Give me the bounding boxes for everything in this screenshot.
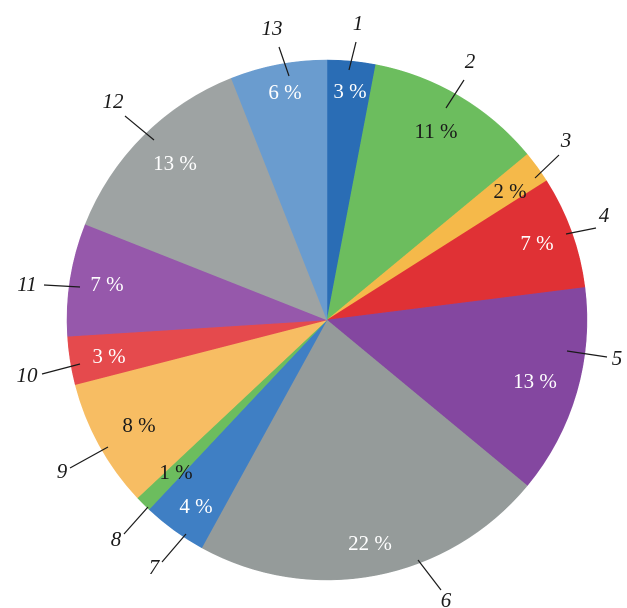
category-label-9: 9 xyxy=(57,459,68,483)
category-label-10: 10 xyxy=(17,363,39,387)
leader-line-1 xyxy=(348,41,357,71)
slice-value-label-7: 4 % xyxy=(179,494,212,518)
leader-line-10 xyxy=(41,363,81,375)
category-label-11: 11 xyxy=(17,272,36,296)
leader-line-4 xyxy=(565,227,597,235)
leader-line-8 xyxy=(123,506,149,535)
category-label-12: 12 xyxy=(103,89,125,113)
category-label-7: 7 xyxy=(149,555,161,579)
pie-slice-4 xyxy=(326,180,586,321)
leader-line-5 xyxy=(566,350,608,358)
leader-line-13 xyxy=(278,46,290,77)
pie-slice-13 xyxy=(230,59,328,321)
pie-slice-6 xyxy=(201,319,528,581)
leader-line-2 xyxy=(445,79,465,109)
pie-slice-9 xyxy=(74,319,328,499)
slice-value-label-9: 8 % xyxy=(122,413,155,437)
category-label-2: 2 xyxy=(465,49,476,73)
slice-value-label-4: 7 % xyxy=(520,231,553,255)
leader-line-9 xyxy=(69,446,109,469)
slice-value-label-8: 1 % xyxy=(159,460,192,484)
category-label-4: 4 xyxy=(599,203,610,227)
category-label-13: 13 xyxy=(262,16,283,40)
slice-value-label-1: 3 % xyxy=(333,79,366,103)
pie-slice-12 xyxy=(84,77,328,321)
leader-line-6 xyxy=(417,559,442,591)
slice-value-label-12: 13 % xyxy=(153,151,197,175)
leader-line-11 xyxy=(43,284,81,288)
category-label-5: 5 xyxy=(612,346,623,370)
pie-slice-11 xyxy=(66,223,328,337)
category-label-8: 8 xyxy=(111,527,122,551)
category-label-1: 1 xyxy=(353,11,364,35)
slice-value-label-3: 2 % xyxy=(493,179,526,203)
pie-slice-5 xyxy=(326,287,588,487)
leader-line-3 xyxy=(534,154,560,179)
slice-value-label-13: 6 % xyxy=(268,80,301,104)
leader-line-12 xyxy=(124,115,155,141)
category-label-6: 6 xyxy=(441,588,452,608)
slice-value-label-10: 3 % xyxy=(92,344,125,368)
leader-line-7 xyxy=(161,533,187,563)
slice-value-label-6: 22 % xyxy=(348,531,392,555)
category-label-3: 3 xyxy=(560,128,572,152)
slice-value-label-5: 13 % xyxy=(513,369,557,393)
slice-value-label-11: 7 % xyxy=(90,272,123,296)
pie-slice-2 xyxy=(326,64,528,321)
slice-value-label-2: 11 % xyxy=(415,119,458,143)
